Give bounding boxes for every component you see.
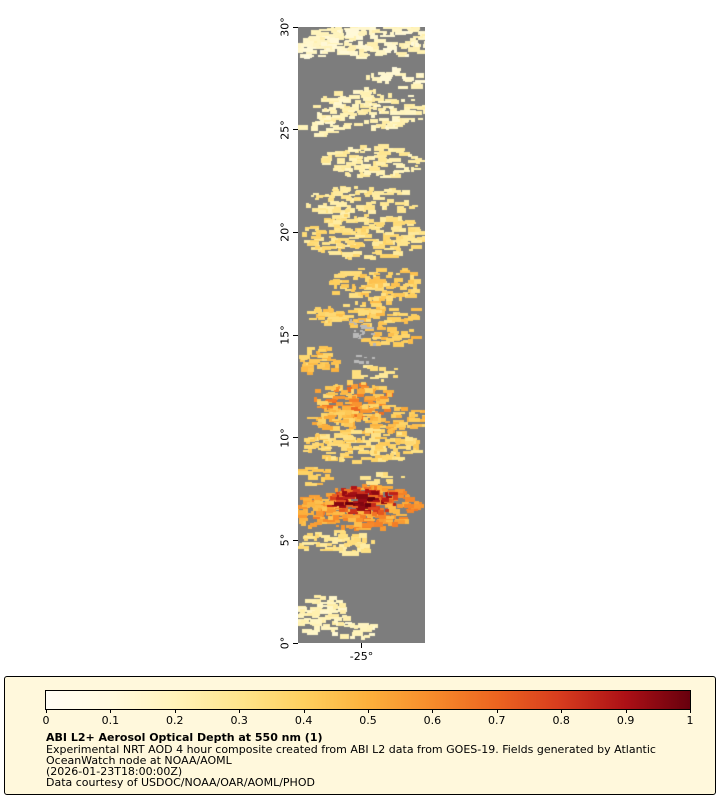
colorbar-tick xyxy=(303,710,305,713)
colorbar-tick xyxy=(368,710,369,713)
colorbar-tick xyxy=(690,710,691,713)
aod-map-canvas xyxy=(298,27,425,643)
colorbar-tick xyxy=(46,710,47,713)
legend-title: ABI L2+ Aerosol Optical Depth at 550 nm … xyxy=(46,731,323,744)
colorbar-tick xyxy=(625,710,627,713)
lat-tick-label: 25° xyxy=(278,119,292,140)
colorbar-tick-label: 0.8 xyxy=(552,714,570,727)
lat-tick-label: 5° xyxy=(278,534,292,547)
lat-tick-label: 20° xyxy=(278,222,292,243)
legend-courtesy: Data courtesy of USDOC/NOAA/OAR/AOML/PHO… xyxy=(46,776,315,789)
aod-map-panel xyxy=(298,27,425,643)
lat-tick-label: 30° xyxy=(278,17,292,37)
legend-description-line-2: OceanWatch node at NOAA/AOML xyxy=(46,754,232,767)
colorbar-gradient xyxy=(45,690,691,710)
legend-panel: 0 0.1 0.2 0.3 0.4 0.5 0.6 0.7 0.8 0.9 1 ABI L2+ Ae… xyxy=(4,676,716,795)
colorbar-tick-label: 0.2 xyxy=(166,714,184,727)
legend-timestamp: (2026-01-23T18:00:00Z) xyxy=(46,765,183,778)
colorbar-tick xyxy=(239,710,241,713)
colorbar-tick-label: 0.1 xyxy=(101,714,120,727)
colorbar-tick xyxy=(110,710,112,713)
colorbar-tick-label: 0.5 xyxy=(359,714,377,727)
colorbar-tick xyxy=(496,710,498,713)
colorbar-tick-label: 1 xyxy=(686,714,694,727)
colorbar-tick-label: 0.9 xyxy=(616,714,635,727)
colorbar-tick-label: 0.6 xyxy=(423,714,442,727)
lon-tick xyxy=(361,643,362,648)
colorbar-tick xyxy=(561,710,563,713)
lat-tick-label: 0° xyxy=(278,636,292,650)
colorbar-tick-label: 0.3 xyxy=(230,714,248,727)
lat-tick-label: 15° xyxy=(278,325,292,345)
lon-tick-label: -25° xyxy=(349,650,374,663)
lat-tick-label: 10° xyxy=(278,427,292,448)
colorbar-tick-label: 0.7 xyxy=(488,714,506,727)
colorbar-tick-labels: 0 0.1 0.2 0.3 0.4 0.5 0.6 0.7 0.8 0.9 1 xyxy=(5,677,715,794)
colorbar-tick xyxy=(174,710,176,713)
colorbar-tick xyxy=(432,710,434,713)
legend-description-line-1: Experimental NRT AOD 4 hour composite cr… xyxy=(46,743,656,756)
colorbar-tick-label: 0 xyxy=(42,714,50,727)
colorbar-tick-label: 0.4 xyxy=(294,714,313,727)
